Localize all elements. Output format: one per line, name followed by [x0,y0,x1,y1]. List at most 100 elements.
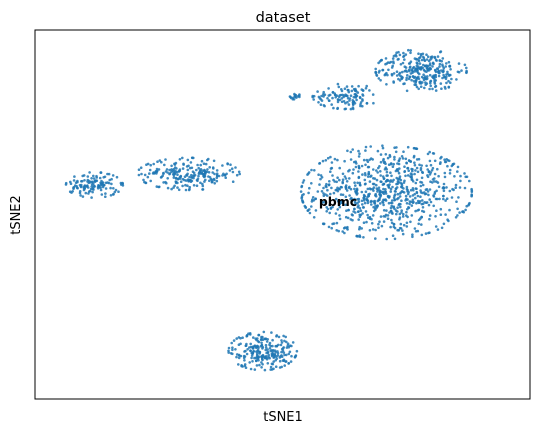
scatter-point [431,166,435,170]
scatter-point [393,237,397,241]
scatter-point [403,165,406,168]
scatter-point [429,180,432,183]
scatter-point [310,205,313,208]
scatter-point [427,69,431,72]
scatter-point [376,204,379,208]
scatter-point [374,67,378,71]
scatter-point [366,187,370,191]
scatter-point [235,355,238,359]
scatter-point [344,101,347,105]
scatter-point [146,175,150,179]
scatter-point [359,184,362,187]
scatter-point [100,179,103,183]
scatter-point [331,90,335,94]
scatter-point [417,157,421,161]
scatter-point [343,175,347,178]
scatter-point [446,164,449,168]
scatter-point [450,77,453,81]
scatter-point [379,180,383,183]
scatter-point [397,171,401,175]
cluster-label-pbmc: pbmc [319,194,357,209]
scatter-point [436,228,440,231]
scatter-point [366,175,370,178]
scatter-point [368,217,372,221]
scatter-point [312,94,316,98]
scatter-point [423,75,427,78]
scatter-point [463,186,467,190]
scatter-point [398,53,402,57]
scatter-point [352,210,355,213]
scatter-point [189,161,193,164]
scatter-point [401,61,405,65]
scatter-point [391,165,395,168]
scatter-point [405,225,409,228]
scatter-point [377,186,381,189]
scatter-point [441,70,445,74]
scatter-point [352,168,355,171]
scatter-point [362,158,366,162]
scatter-point [424,83,428,86]
scatter-point [399,63,403,66]
scatter-point [334,93,337,97]
scatter-point [282,351,286,354]
scatter-point [422,63,425,67]
scatter-point [268,356,271,360]
scatter-point [333,157,337,161]
scatter-point [380,224,384,228]
scatter-point [148,168,152,172]
scatter-point [83,184,87,187]
scatter-point [399,222,403,226]
scatter-point [88,171,91,174]
scatter-point [174,169,177,173]
scatter-point [76,186,79,190]
scatter-point [319,177,322,181]
scatter-point [398,212,402,216]
scatter-point [275,357,279,361]
scatter-point [191,170,195,173]
scatter-point [290,344,293,348]
scatter-point [459,179,462,183]
scatter-point [215,169,219,172]
scatter-point [406,174,410,177]
scatter-point [314,209,318,212]
scatter-point [417,52,420,55]
scatter-point [213,178,216,182]
scatter-point [348,194,351,197]
scatter-point [95,176,98,179]
scatter-point [364,163,367,167]
scatter-point [320,176,324,179]
scatter-point [279,355,282,358]
scatter-point [69,182,73,185]
scatter-point [396,162,399,165]
scatter-point [439,161,442,164]
scatter-point [348,99,351,102]
scatter-point [384,72,387,76]
scatter-point [354,165,358,169]
scatter-point [97,184,100,187]
scatter-point [420,215,423,219]
scatter-point [253,368,257,371]
scatter-point [419,184,423,188]
scatter-point [436,181,440,184]
scatter-point [429,58,432,61]
scatter-point [80,179,84,183]
scatter-point [332,178,335,182]
scatter-point [104,195,107,198]
scatter-point [85,184,89,188]
scatter-point [425,58,429,61]
scatter-point [370,222,374,225]
scatter-point [413,161,416,164]
scatter-point [387,186,391,189]
scatter-point [322,194,326,197]
scatter-point [384,199,388,202]
scatter-point [245,342,248,346]
scatter-point [424,201,428,204]
scatter-point [338,214,341,217]
scatter-point [433,180,436,183]
scatter-point [358,215,362,218]
scatter-point [412,79,416,83]
scatter-point [348,97,352,100]
scatter-point [279,343,283,347]
scatter-point [378,165,381,168]
scatter-point [338,94,342,97]
